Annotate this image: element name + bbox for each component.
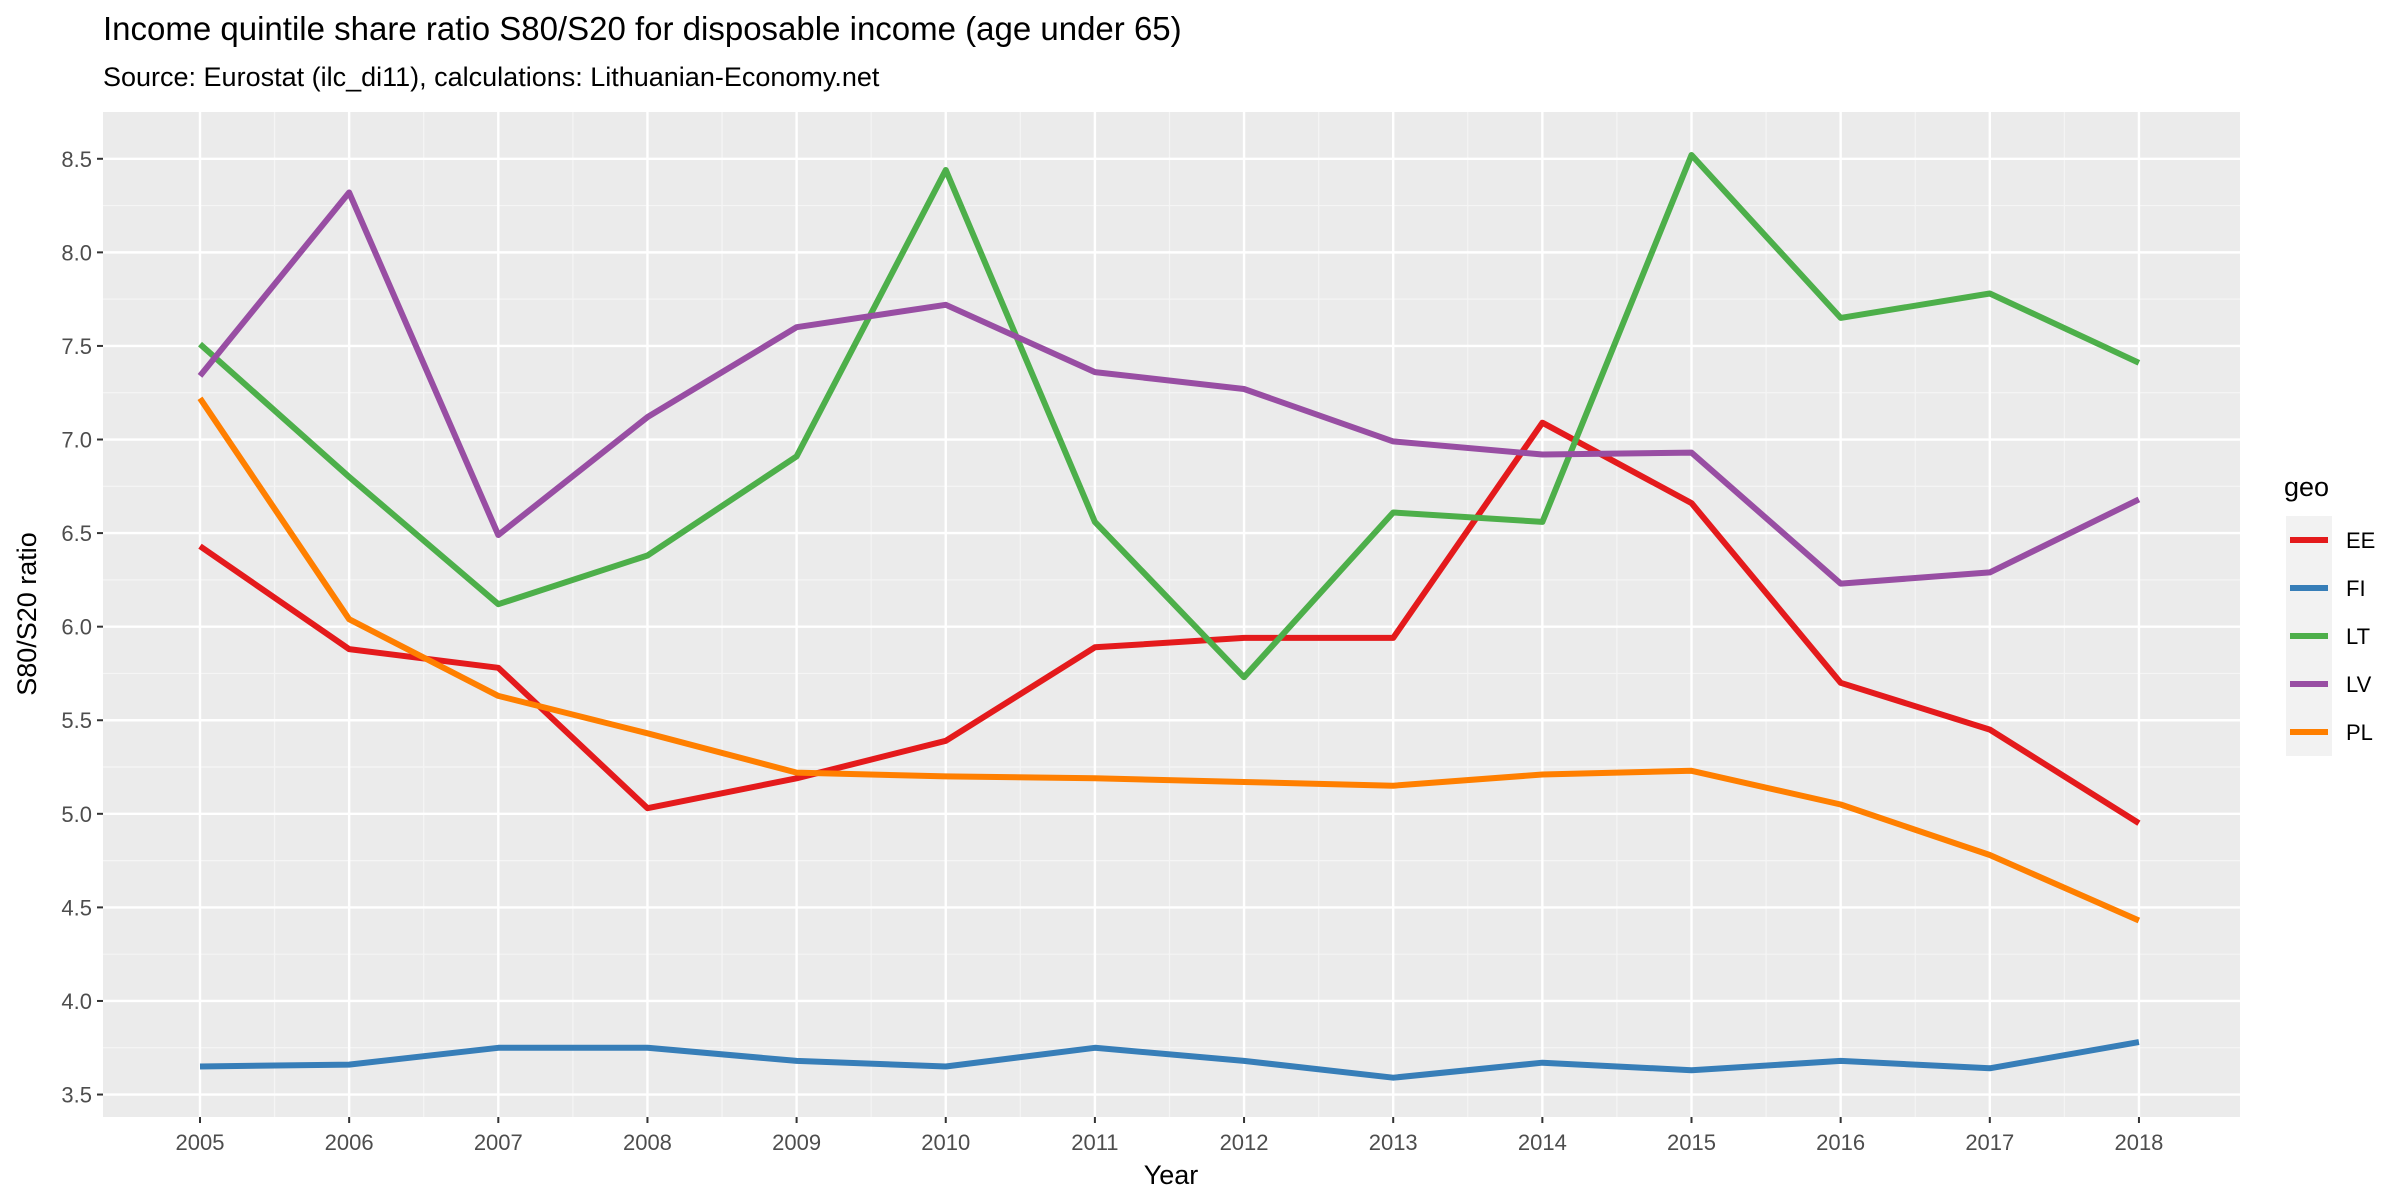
legend-item-ee: EE xyxy=(2286,516,2375,564)
x-tick-label: 2011 xyxy=(1071,1130,1118,1155)
y-tick-label: 8.5 xyxy=(61,147,92,172)
x-tick-label: 2015 xyxy=(1667,1130,1716,1155)
legend-item-lv: LV xyxy=(2286,660,2372,708)
x-tick-label: 2010 xyxy=(921,1130,970,1155)
x-tick-label: 2012 xyxy=(1220,1130,1269,1155)
y-tick-label: 8.0 xyxy=(61,240,92,265)
x-tick-label: 2017 xyxy=(1965,1130,2014,1155)
x-tick-label: 2009 xyxy=(772,1130,821,1155)
legend-item-fi: FI xyxy=(2286,564,2366,612)
legend: geo EE FI LT LV PL xyxy=(2284,472,2375,756)
legend-label: EE xyxy=(2346,528,2375,553)
series-line-pl xyxy=(197,396,2141,924)
y-tick-label: 3.5 xyxy=(61,1083,92,1108)
series-lines xyxy=(197,152,2141,1081)
y-tick-label: 7.0 xyxy=(61,428,92,453)
y-tick-label: 7.5 xyxy=(61,334,92,359)
series-line-ee xyxy=(198,419,2141,826)
chart-title: Income quintile share ratio S80/S20 for … xyxy=(103,10,1182,47)
y-axis-title: S80/S20 ratio xyxy=(12,532,42,696)
series-line-fi xyxy=(199,1039,2140,1081)
grid-lines xyxy=(103,112,2240,1117)
y-tick-label: 5.0 xyxy=(61,802,92,827)
y-tick-label: 5.5 xyxy=(61,708,92,733)
x-tick-label: 2005 xyxy=(176,1130,225,1155)
x-axis: 2005 2006 2007 2008 2009 2010 2011 2012 2013 2014… xyxy=(176,1117,2163,1155)
legend-item-lt: LT xyxy=(2286,612,2370,660)
y-axis: 3.5 4.0 4.5 5.0 5.5 6.0 6.5 7.0 7.5 8.0 8.5 xyxy=(61,147,103,1108)
x-tick-label: 2006 xyxy=(325,1130,374,1155)
legend-label: FI xyxy=(2346,576,2366,601)
x-tick-label: 2018 xyxy=(2114,1130,2163,1155)
y-tick-label: 6.5 xyxy=(61,521,92,546)
legend-label: LT xyxy=(2346,624,2370,649)
x-tick-label: 2013 xyxy=(1369,1130,1418,1155)
x-tick-label: 2008 xyxy=(623,1130,672,1155)
x-tick-label: 2007 xyxy=(474,1130,523,1155)
legend-item-pl: PL xyxy=(2286,708,2373,756)
plot-panel xyxy=(103,112,2240,1117)
x-axis-title: Year xyxy=(1144,1160,1199,1190)
y-tick-label: 4.0 xyxy=(61,989,92,1014)
legend-title: geo xyxy=(2284,472,2329,502)
legend-label: PL xyxy=(2346,720,2373,745)
legend-label: LV xyxy=(2346,672,2372,697)
chart-subtitle: Source: Eurostat (ilc_di11), calculation… xyxy=(103,62,880,92)
y-tick-label: 6.0 xyxy=(61,615,92,640)
y-tick-label: 4.5 xyxy=(61,895,92,920)
series-line-lv xyxy=(197,189,2141,587)
x-tick-label: 2016 xyxy=(1816,1130,1865,1155)
series-line-lt xyxy=(198,152,2141,681)
x-tick-label: 2014 xyxy=(1518,1130,1567,1155)
